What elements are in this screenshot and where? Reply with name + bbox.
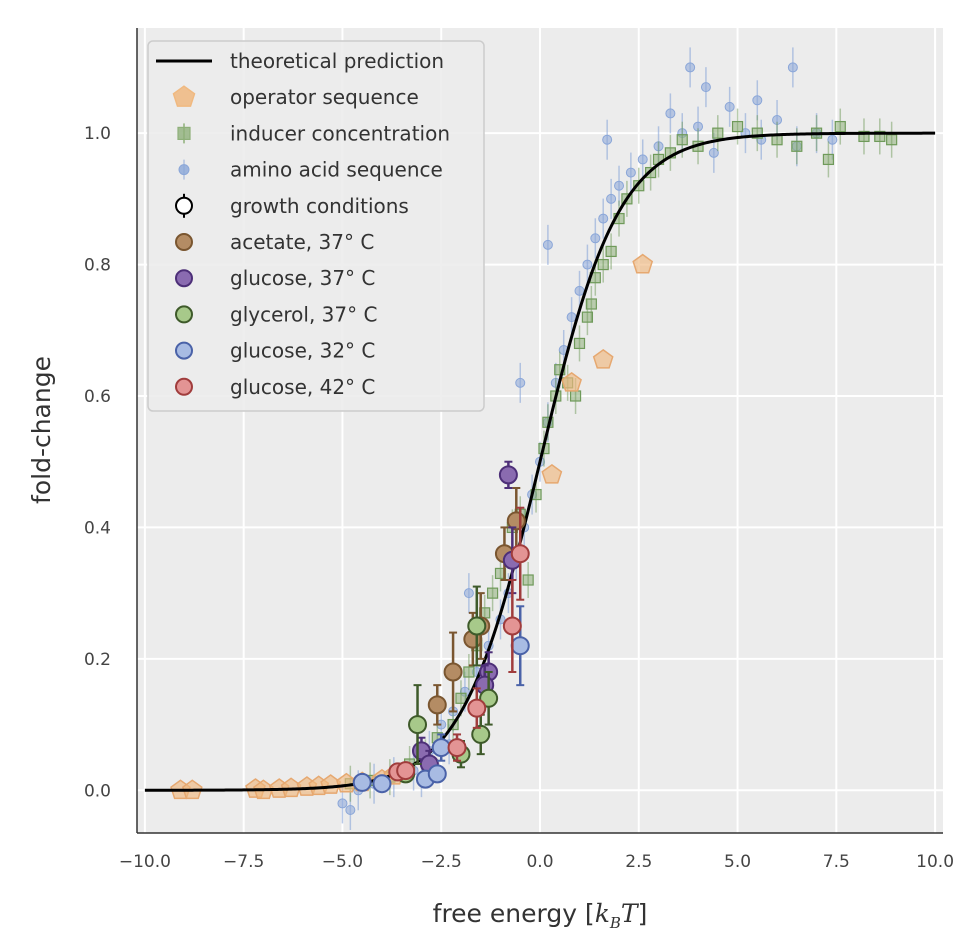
legend-entry: growth conditions xyxy=(175,193,409,218)
legend-entry: operator sequence xyxy=(172,85,419,109)
legend-entry: glucose, 32° C xyxy=(175,339,375,363)
y-tick-label: 0.8 xyxy=(84,256,111,276)
data-point xyxy=(396,761,416,781)
data-point xyxy=(427,695,447,715)
legend-frame xyxy=(147,40,485,412)
legend-entry: glycerol, 37° C xyxy=(175,302,377,326)
data-point xyxy=(408,715,428,735)
data-point xyxy=(592,348,614,369)
x-tick-label: −10.0 xyxy=(119,852,171,872)
x-axis-title: free energy [kBT] xyxy=(433,899,648,932)
y-tick-label: 0.4 xyxy=(84,518,111,538)
legend-label: inducer concentration xyxy=(230,121,450,145)
legend-label: glucose, 42° C xyxy=(230,375,375,399)
data-point xyxy=(561,371,582,392)
x-tick-label: −5.0 xyxy=(322,852,363,872)
data-point xyxy=(431,738,451,758)
legend-label: growth conditions xyxy=(230,194,409,218)
legend-label: acetate, 37° C xyxy=(230,230,374,254)
x-tick-label: 2.5 xyxy=(625,852,652,872)
legend-entry: glucose, 37° C xyxy=(175,266,375,290)
legend-label: theoretical prediction xyxy=(230,49,444,73)
legend-entry: acetate, 37° C xyxy=(175,230,374,254)
series-growth-condition xyxy=(388,506,530,782)
series-growth-condition xyxy=(352,605,530,794)
data-point xyxy=(498,465,518,485)
y-tick-labels: 0.0 0.2 0.4 0.6 0.8 1.0 xyxy=(84,124,111,801)
data-point xyxy=(510,636,530,656)
legend-marker xyxy=(175,305,193,324)
legend-marker xyxy=(175,269,193,288)
y-tick-label: 1.0 xyxy=(84,124,111,144)
data-point xyxy=(632,253,654,274)
legend-marker xyxy=(175,196,193,215)
data-point xyxy=(443,662,463,682)
legend-label: operator sequence xyxy=(230,85,419,109)
data-point xyxy=(471,724,491,744)
legend-entry: amino acid sequence xyxy=(178,158,443,182)
legend-label: glucose, 37° C xyxy=(230,266,375,290)
x-tick-labels: −10.0 −7.5 −5.0 −2.5 0.0 2.5 5.0 7.5 10.0 xyxy=(119,852,954,872)
legend-marker xyxy=(175,233,193,251)
x-tick-label: 5.0 xyxy=(724,852,751,872)
data-point xyxy=(510,544,530,564)
legend-marker xyxy=(172,85,196,107)
legend-entry: inducer concentration xyxy=(177,121,450,145)
y-tick-label: 0.0 xyxy=(84,781,111,801)
data-point xyxy=(541,463,563,484)
legend-label: glucose, 32° C xyxy=(230,339,375,363)
data-point xyxy=(447,738,467,758)
data-point xyxy=(467,698,487,718)
x-tick-label: 7.5 xyxy=(823,852,850,872)
x-tick-label: −7.5 xyxy=(223,852,264,872)
x-tick-label: 10.0 xyxy=(916,852,954,872)
x-tick-label: 0.0 xyxy=(526,852,553,872)
legend: theoretical prediction operator sequence i… xyxy=(147,40,485,412)
x-tick-label: −2.5 xyxy=(421,852,462,872)
data-point xyxy=(352,772,372,792)
legend-label: amino acid sequence xyxy=(230,158,443,182)
data-point xyxy=(467,616,487,636)
data-point xyxy=(502,616,522,636)
legend-label: glycerol, 37° C xyxy=(230,302,377,326)
theory-curve xyxy=(144,131,936,792)
data-point xyxy=(372,774,392,794)
legend-marker xyxy=(175,341,193,360)
data-point xyxy=(427,764,447,784)
data-layer xyxy=(144,47,936,830)
y-axis-title: fold-change xyxy=(27,356,56,504)
legend-marker xyxy=(175,377,193,396)
legend-entry: theoretical prediction xyxy=(156,49,444,73)
y-tick-label: 0.6 xyxy=(84,387,111,407)
y-tick-label: 0.2 xyxy=(84,650,111,670)
legend-entry: glucose, 42° C xyxy=(175,375,375,399)
